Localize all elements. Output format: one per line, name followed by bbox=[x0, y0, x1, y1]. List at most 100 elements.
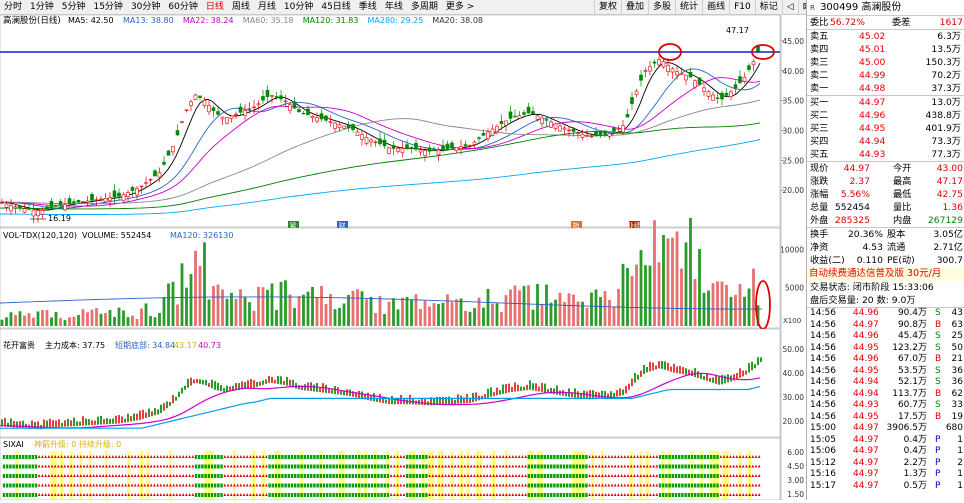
signal-block bbox=[713, 455, 716, 459]
tool-button[interactable]: 画线 bbox=[702, 0, 729, 14]
signal-block bbox=[409, 464, 412, 469]
volume-bar bbox=[149, 316, 152, 326]
period-tab[interactable]: 季线 bbox=[358, 2, 377, 12]
signal-block bbox=[690, 493, 694, 497]
volume-bar bbox=[401, 297, 404, 326]
signal-arrow bbox=[437, 455, 441, 458]
signal-arrow bbox=[437, 493, 441, 496]
signal-arrow bbox=[428, 464, 431, 468]
signal-block bbox=[569, 474, 572, 478]
signal-arrow bbox=[44, 455, 47, 458]
candle-body bbox=[490, 128, 495, 136]
signal-block bbox=[412, 474, 415, 478]
period-tab[interactable]: 30分钟 bbox=[130, 2, 161, 12]
signal-arrow bbox=[233, 493, 236, 496]
tool-button[interactable]: 统计 bbox=[675, 0, 702, 14]
signal-arrow bbox=[261, 464, 265, 468]
signal-block bbox=[210, 455, 214, 459]
period-tab[interactable]: 1分钟 bbox=[30, 2, 54, 12]
cost-bar bbox=[61, 422, 63, 427]
period-tab[interactable]: 45日线 bbox=[321, 2, 351, 12]
tick-price: 44.93 bbox=[853, 400, 879, 410]
tick-side: S bbox=[935, 400, 941, 410]
signal-arrow bbox=[172, 464, 175, 468]
signal-arrow bbox=[501, 464, 505, 468]
promo-banner[interactable]: 自动续费通达信普及版 30元/月 bbox=[807, 267, 964, 281]
volume-bar bbox=[680, 268, 683, 326]
quote-value: 1.36 bbox=[942, 202, 963, 213]
tool-button[interactable]: ◁ bbox=[781, 0, 798, 14]
period-tab[interactable]: 15分钟 bbox=[93, 2, 123, 12]
stock-code: 300499 bbox=[820, 2, 859, 13]
tool-button[interactable]: 复权 bbox=[594, 0, 621, 14]
signal-block bbox=[300, 474, 303, 478]
signal-block bbox=[409, 474, 412, 478]
tool-button[interactable]: 叠加 bbox=[621, 0, 648, 14]
stock-chart[interactable]: 47.1716.19紧财指业绩高澜股份(日线) MA5: 42.50 MA13: 3… bbox=[0, 14, 806, 501]
signal-arrow bbox=[482, 474, 486, 477]
period-tab[interactable]: 月线 bbox=[257, 2, 276, 12]
signal-block bbox=[383, 483, 386, 488]
signal-block bbox=[326, 455, 329, 459]
candle-body bbox=[211, 107, 216, 112]
cost-bar bbox=[85, 418, 87, 426]
tool-button[interactable]: F10 bbox=[729, 0, 755, 14]
period-tab[interactable]: 分时 bbox=[4, 2, 23, 12]
signal-arrow bbox=[47, 493, 51, 496]
signal-arrow bbox=[82, 464, 86, 468]
period-tab[interactable]: 5分钟 bbox=[61, 2, 86, 12]
signal-block bbox=[585, 493, 588, 497]
signal-block bbox=[342, 483, 345, 488]
signal-arrow bbox=[399, 455, 403, 458]
volume-bar bbox=[293, 307, 296, 326]
signal-arrow bbox=[149, 455, 153, 458]
signal-block bbox=[2, 464, 6, 469]
signal-block bbox=[268, 483, 271, 488]
cost-bar bbox=[220, 385, 222, 392]
signal-block bbox=[18, 493, 22, 497]
y-tick-label: 35.00 bbox=[783, 97, 805, 106]
signal-block bbox=[361, 493, 364, 497]
signal-arrow bbox=[79, 483, 83, 487]
cost-bar bbox=[97, 416, 99, 425]
volume-bar bbox=[54, 311, 58, 326]
chart-area[interactable]: 47.17 16.19 紧财指业绩 高澜股份(日线) MA5: 42.50 MA13: 3… bbox=[0, 14, 806, 501]
volume-bar bbox=[279, 281, 283, 326]
period-tab[interactable]: 周线 bbox=[231, 2, 250, 12]
signal-block bbox=[370, 464, 374, 469]
candle-body bbox=[441, 145, 445, 150]
period-tab[interactable]: 10分钟 bbox=[283, 2, 314, 12]
signal-arrow bbox=[53, 474, 57, 477]
signal-arrow bbox=[261, 493, 265, 496]
period-tab[interactable]: 更多 > bbox=[445, 2, 475, 12]
period-tab[interactable]: 多周期 bbox=[410, 2, 438, 12]
after-hours: 盘后交易量: 20 数: 9.0万 bbox=[807, 294, 964, 307]
candle-body bbox=[463, 144, 468, 147]
tool-button[interactable]: 标记 bbox=[754, 0, 782, 14]
candle-body bbox=[67, 198, 72, 204]
signal-arrow bbox=[505, 464, 508, 468]
signal-arrow bbox=[745, 483, 748, 487]
signal-arrow bbox=[76, 474, 79, 477]
signal-arrow bbox=[133, 464, 137, 468]
data-row: 净资 4.53 流通 2.71亿 bbox=[807, 241, 964, 254]
tick-time: 14:56 bbox=[810, 377, 836, 387]
tool-button[interactable]: 多股 bbox=[648, 0, 675, 14]
signal-arrow bbox=[482, 464, 486, 468]
signal-arrow bbox=[617, 474, 620, 477]
signal-arrow bbox=[489, 455, 492, 458]
volume-bar bbox=[558, 292, 562, 326]
period-tab[interactable]: 60分钟 bbox=[168, 2, 198, 12]
period-tab[interactable]: 年线 bbox=[384, 2, 403, 12]
volume-bar bbox=[711, 283, 715, 326]
signal-block bbox=[665, 493, 668, 497]
volume-bar bbox=[90, 309, 94, 326]
signal-arrow bbox=[85, 483, 89, 487]
period-tab[interactable]: 日线 bbox=[205, 2, 224, 12]
signal-arrow bbox=[524, 483, 527, 487]
cost-bar bbox=[280, 376, 282, 385]
tick-count: 62 bbox=[951, 388, 963, 399]
signal-block bbox=[678, 483, 681, 488]
signal-arrow bbox=[50, 455, 54, 458]
signal-arrow bbox=[121, 464, 124, 468]
